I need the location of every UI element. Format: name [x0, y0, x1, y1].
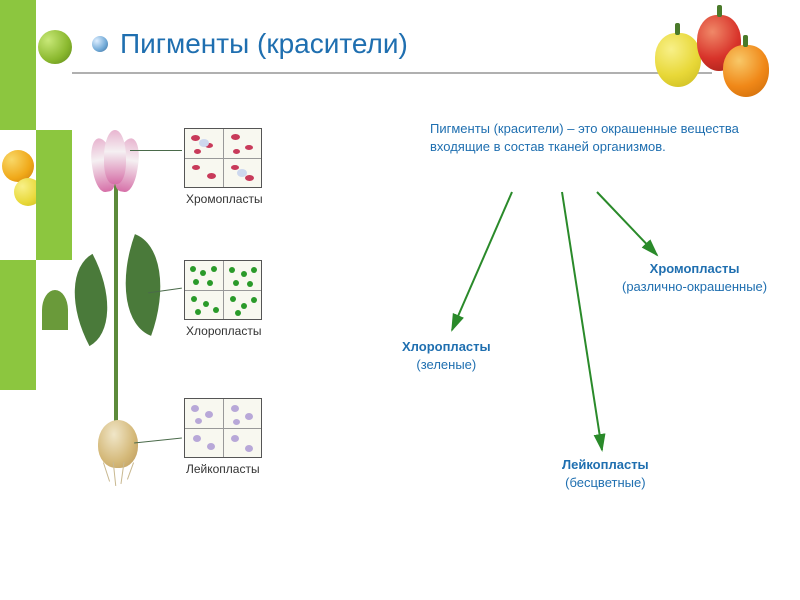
sidebar-image-apple [36, 0, 72, 130]
term-leucoplasts-name: Лейкопласты [562, 457, 649, 472]
slide-content: Хромопласты Хлоропласты [72, 120, 800, 600]
cell-sample-chloroplasts [184, 260, 262, 320]
cell-label-chromoplasts: Хромопласты [186, 192, 263, 206]
slide-header: Пигменты (красители) [72, 0, 800, 120]
tulip-bulb [98, 420, 138, 468]
term-chloroplasts-note: (зеленые) [416, 357, 476, 372]
sidebar-empty-cell [36, 390, 72, 600]
sidebar-image-citrus [0, 130, 36, 260]
term-chromoplasts-name: Хромопласты [650, 261, 740, 276]
sidebar-accent-cell [0, 0, 36, 130]
sidebar-accent-cell [36, 130, 72, 260]
cell-label-chloroplasts: Хлоропласты [186, 324, 261, 338]
slide-title: Пигменты (красители) [120, 28, 408, 60]
cell-sample-chromoplasts [184, 128, 262, 188]
sidebar-accent-cell [0, 260, 36, 390]
term-chromoplasts: Хромопласты (различно-окрашенные) [622, 260, 767, 295]
term-leucoplasts: Лейкопласты (бесцветные) [562, 456, 649, 491]
term-leucoplasts-note: (бесцветные) [565, 475, 645, 490]
sidebar-image-plant [36, 260, 72, 390]
term-chloroplasts-name: Хлоропласты [402, 339, 491, 354]
title-bullet-icon [92, 36, 108, 52]
cell-sample-leucoplasts [184, 398, 262, 458]
tulip-stem [114, 180, 118, 430]
tulip-diagram: Хромопласты Хлоропласты [72, 120, 362, 600]
title-underline [72, 72, 712, 74]
sidebar-decor [0, 0, 72, 600]
term-chloroplasts: Хлоропласты (зеленые) [402, 338, 491, 373]
term-chromoplasts-note: (различно-окрашенные) [622, 279, 767, 294]
tulip-flower [92, 130, 140, 196]
sidebar-empty-cell [0, 390, 36, 600]
peppers-image [645, 5, 780, 105]
definition-text: Пигменты (красители) – это окрашенные ве… [430, 120, 760, 156]
cell-label-leucoplasts: Лейкопласты [186, 462, 260, 476]
